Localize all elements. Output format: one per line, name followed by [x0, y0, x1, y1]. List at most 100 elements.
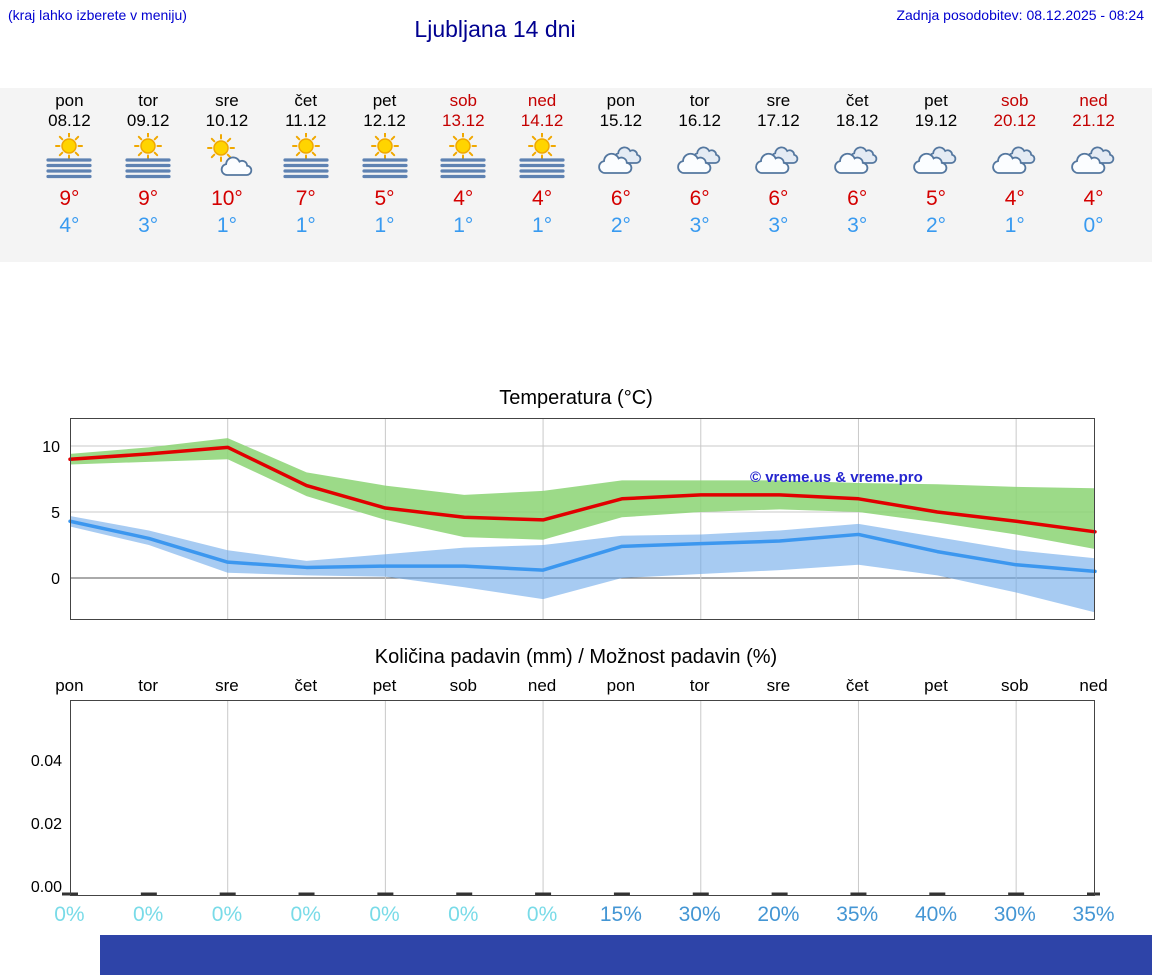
- precip-day-label: pon: [55, 676, 84, 695]
- sun-fog-icon: [424, 132, 503, 181]
- day-date-label: 13.12: [442, 111, 485, 130]
- precip-day-label: čet: [294, 676, 318, 695]
- page-title: Ljubljana 14 dni: [414, 16, 576, 42]
- clouds-icon: [739, 133, 818, 181]
- forecast-day-column: pet 12.12 5° 1°: [345, 88, 424, 262]
- precip-probability-label: 35%: [1072, 903, 1115, 926]
- precip-zero-bar: [1008, 892, 1025, 896]
- watermark-link[interactable]: © vreme.us & vreme.pro: [750, 469, 923, 486]
- day-name-label: pet: [372, 91, 397, 110]
- high-temp-label: 6°: [610, 187, 631, 210]
- precip-day-label: čet: [845, 676, 869, 695]
- clouds-icon: [897, 133, 976, 181]
- precip-probability-label: 0%: [526, 903, 558, 926]
- precip-day-label: tor: [689, 676, 710, 695]
- precip-day-label: ned: [1079, 676, 1108, 695]
- precip-day-label: ned: [527, 676, 557, 695]
- footer-banner: [100, 935, 1152, 975]
- low-temp-label: 2°: [925, 214, 947, 237]
- day-date-label: 15.12: [599, 111, 643, 130]
- clouds-icon: [818, 133, 897, 181]
- low-temp-label: 1°: [532, 214, 553, 237]
- precip-zero-bar: [535, 892, 552, 896]
- high-temp-label: 5°: [925, 187, 947, 210]
- precip-probability-label: 0%: [211, 903, 243, 926]
- precip-probability-label: 0%: [290, 903, 321, 926]
- day-date-label: 11.12: [285, 111, 327, 130]
- day-date-label: 12.12: [363, 111, 406, 130]
- low-temp-label: 1°: [374, 214, 395, 237]
- high-temp-label: 4°: [1004, 187, 1025, 210]
- low-temp-label: 2°: [610, 214, 631, 237]
- day-name-label: čet: [845, 91, 869, 110]
- day-date-label: 16.12: [678, 111, 721, 130]
- precip-probability-label: 35%: [836, 903, 879, 926]
- precip-day-label: sob: [1001, 676, 1029, 695]
- min-temp-line: [68, 519, 1097, 574]
- forecast-day-column: pon 15.12 6° 2°: [581, 88, 660, 262]
- day-name-label: tor: [138, 91, 159, 110]
- precip-y-tick-label: 0.02: [31, 816, 62, 833]
- low-temp-label: 1°: [216, 214, 237, 237]
- high-temp-label: 7°: [295, 187, 316, 210]
- sun-cloud-icon: [188, 133, 267, 181]
- low-temp-label: 3°: [138, 214, 159, 237]
- forecast-day-column: sob 13.12 4° 1°: [424, 88, 503, 262]
- day-name-label: sre: [766, 91, 791, 110]
- precip-zero-bar: [377, 892, 394, 896]
- sun-fog-icon: [266, 132, 345, 181]
- temp-y-tick-label: 5: [51, 505, 60, 522]
- precip-probability-label: 0%: [54, 903, 85, 926]
- high-temp-label: 6°: [768, 187, 789, 210]
- clouds-icon: [975, 133, 1054, 181]
- temperature-chart: 0 5 10 © vreme.us & vreme.pro: [42, 418, 1097, 620]
- low-temp-label: 3°: [768, 214, 789, 237]
- forecast-days: pon 08.12 9° 4° tor 09.12 9° 3° sre 10.12 10° 1° čet…: [30, 88, 1133, 262]
- precip-probability-label: 0%: [448, 903, 479, 926]
- day-name-label: ned: [527, 91, 557, 110]
- precip-zero-bar: [298, 892, 315, 896]
- sun-fog-icon: [345, 132, 424, 181]
- forecast-strip: pon 08.12 9° 4° tor 09.12 9° 3° sre 10.12 10° 1° čet…: [0, 88, 1152, 262]
- high-temp-label: 6°: [847, 187, 868, 210]
- low-temp-label: 3°: [689, 214, 710, 237]
- precip-probability-label: 0%: [132, 903, 164, 926]
- low-temp-label: 1°: [295, 214, 316, 237]
- precipitation-day-labels: pon tor sre čet pet sob ned pon tor sre čet pet sob n…: [30, 676, 1133, 696]
- precip-probability-label: 15%: [599, 903, 642, 926]
- precip-day-label: sob: [449, 676, 477, 695]
- day-name-label: sob: [1001, 91, 1029, 110]
- last-update-label: Zadnja posodobitev: 08.12.2025 - 08:24: [896, 7, 1144, 23]
- precip-day-label: pon: [606, 676, 636, 695]
- forecast-day-column: sre 10.12 10° 1°: [188, 88, 267, 262]
- forecast-day-column: pet 19.12 5° 2°: [897, 88, 976, 262]
- forecast-day-column: tor 16.12 6° 3°: [660, 88, 739, 262]
- high-temp-label: 9°: [59, 187, 80, 210]
- precip-y-tick-label: 0.00: [31, 879, 62, 896]
- forecast-day-column: ned 21.12 4° 0°: [1054, 88, 1133, 262]
- sun-fog-icon: [503, 132, 582, 181]
- precip-zero-bar: [850, 892, 867, 896]
- high-temp-label: 5°: [374, 187, 395, 210]
- day-date-label: 21.12: [1072, 111, 1115, 130]
- temperature-chart-title: Temperatura (°C): [499, 387, 653, 409]
- forecast-day-column: ned 14.12 4° 1°: [503, 88, 582, 262]
- day-date-label: 10.12: [205, 111, 249, 130]
- precip-zero-bar: [219, 892, 236, 896]
- day-date-label: 09.12: [126, 111, 170, 130]
- low-temp-label: 4°: [59, 214, 80, 237]
- day-date-label: 18.12: [835, 111, 879, 130]
- precip-day-label: tor: [138, 676, 159, 695]
- forecast-day-column: čet 11.12 7° 1°: [266, 88, 345, 262]
- day-date-label: 08.12: [48, 111, 91, 130]
- max-temp-range-band: [70, 438, 1095, 549]
- day-name-label: sre: [215, 91, 239, 110]
- precip-probability-label: 40%: [914, 903, 957, 926]
- day-name-label: pon: [55, 91, 84, 110]
- precip-zero-bar: [692, 892, 709, 896]
- clouds-icon: [581, 133, 660, 181]
- precip-zero-bar: [1087, 892, 1100, 896]
- precip-zero-bar: [929, 892, 946, 896]
- day-name-label: tor: [689, 91, 710, 110]
- precip-day-label: pet: [924, 676, 948, 695]
